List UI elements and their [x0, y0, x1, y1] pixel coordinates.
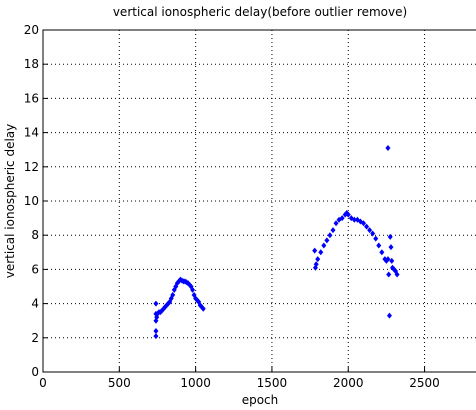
x-axis-label: epoch — [242, 393, 279, 407]
point — [153, 300, 159, 307]
x-tick-label: 500 — [108, 376, 131, 390]
x-tick-label: 2000 — [333, 376, 364, 390]
point — [373, 235, 379, 242]
y-tick-label: 8 — [31, 228, 39, 242]
y-tick-label: 14 — [24, 126, 39, 140]
point — [327, 232, 333, 239]
point — [379, 249, 385, 256]
y-tick-label: 16 — [24, 91, 39, 105]
point — [321, 242, 327, 249]
point — [387, 233, 393, 240]
point — [385, 144, 391, 151]
point — [190, 286, 196, 293]
point — [389, 257, 395, 264]
x-tick-label: 1500 — [257, 376, 288, 390]
point — [153, 327, 159, 334]
point — [386, 312, 392, 319]
x-tick-label: 1000 — [180, 376, 211, 390]
point — [351, 216, 357, 223]
point — [200, 305, 206, 312]
y-tick-label: 18 — [24, 57, 39, 71]
y-tick-label: 4 — [31, 297, 39, 311]
y-tick-label: 0 — [31, 365, 39, 379]
point — [170, 292, 176, 299]
point — [330, 227, 336, 234]
point — [324, 237, 330, 244]
point — [370, 230, 376, 237]
point — [367, 227, 373, 234]
point — [313, 261, 319, 268]
point — [153, 333, 159, 340]
point — [364, 223, 370, 230]
point — [318, 249, 324, 256]
y-tick-label: 12 — [24, 160, 39, 174]
point — [386, 271, 392, 278]
point — [315, 256, 321, 263]
y-tick-label: 2 — [31, 331, 39, 345]
point — [385, 256, 391, 263]
point — [361, 220, 367, 227]
y-axis-label: vertical ionospheric delay — [3, 124, 17, 279]
point — [339, 215, 345, 222]
y-tick-label: 6 — [31, 262, 39, 276]
y-tick-label: 20 — [24, 23, 39, 37]
point — [388, 244, 394, 251]
point — [376, 242, 382, 249]
y-tick-label: 10 — [24, 194, 39, 208]
axes-box — [42, 29, 476, 373]
point — [333, 220, 339, 227]
x-tick-label: 0 — [39, 376, 47, 390]
point — [394, 271, 400, 278]
point — [312, 247, 318, 254]
point — [345, 211, 351, 218]
x-tick-label: 2500 — [409, 376, 440, 390]
chart-title: vertical ionospheric delay(before outlie… — [113, 5, 407, 19]
